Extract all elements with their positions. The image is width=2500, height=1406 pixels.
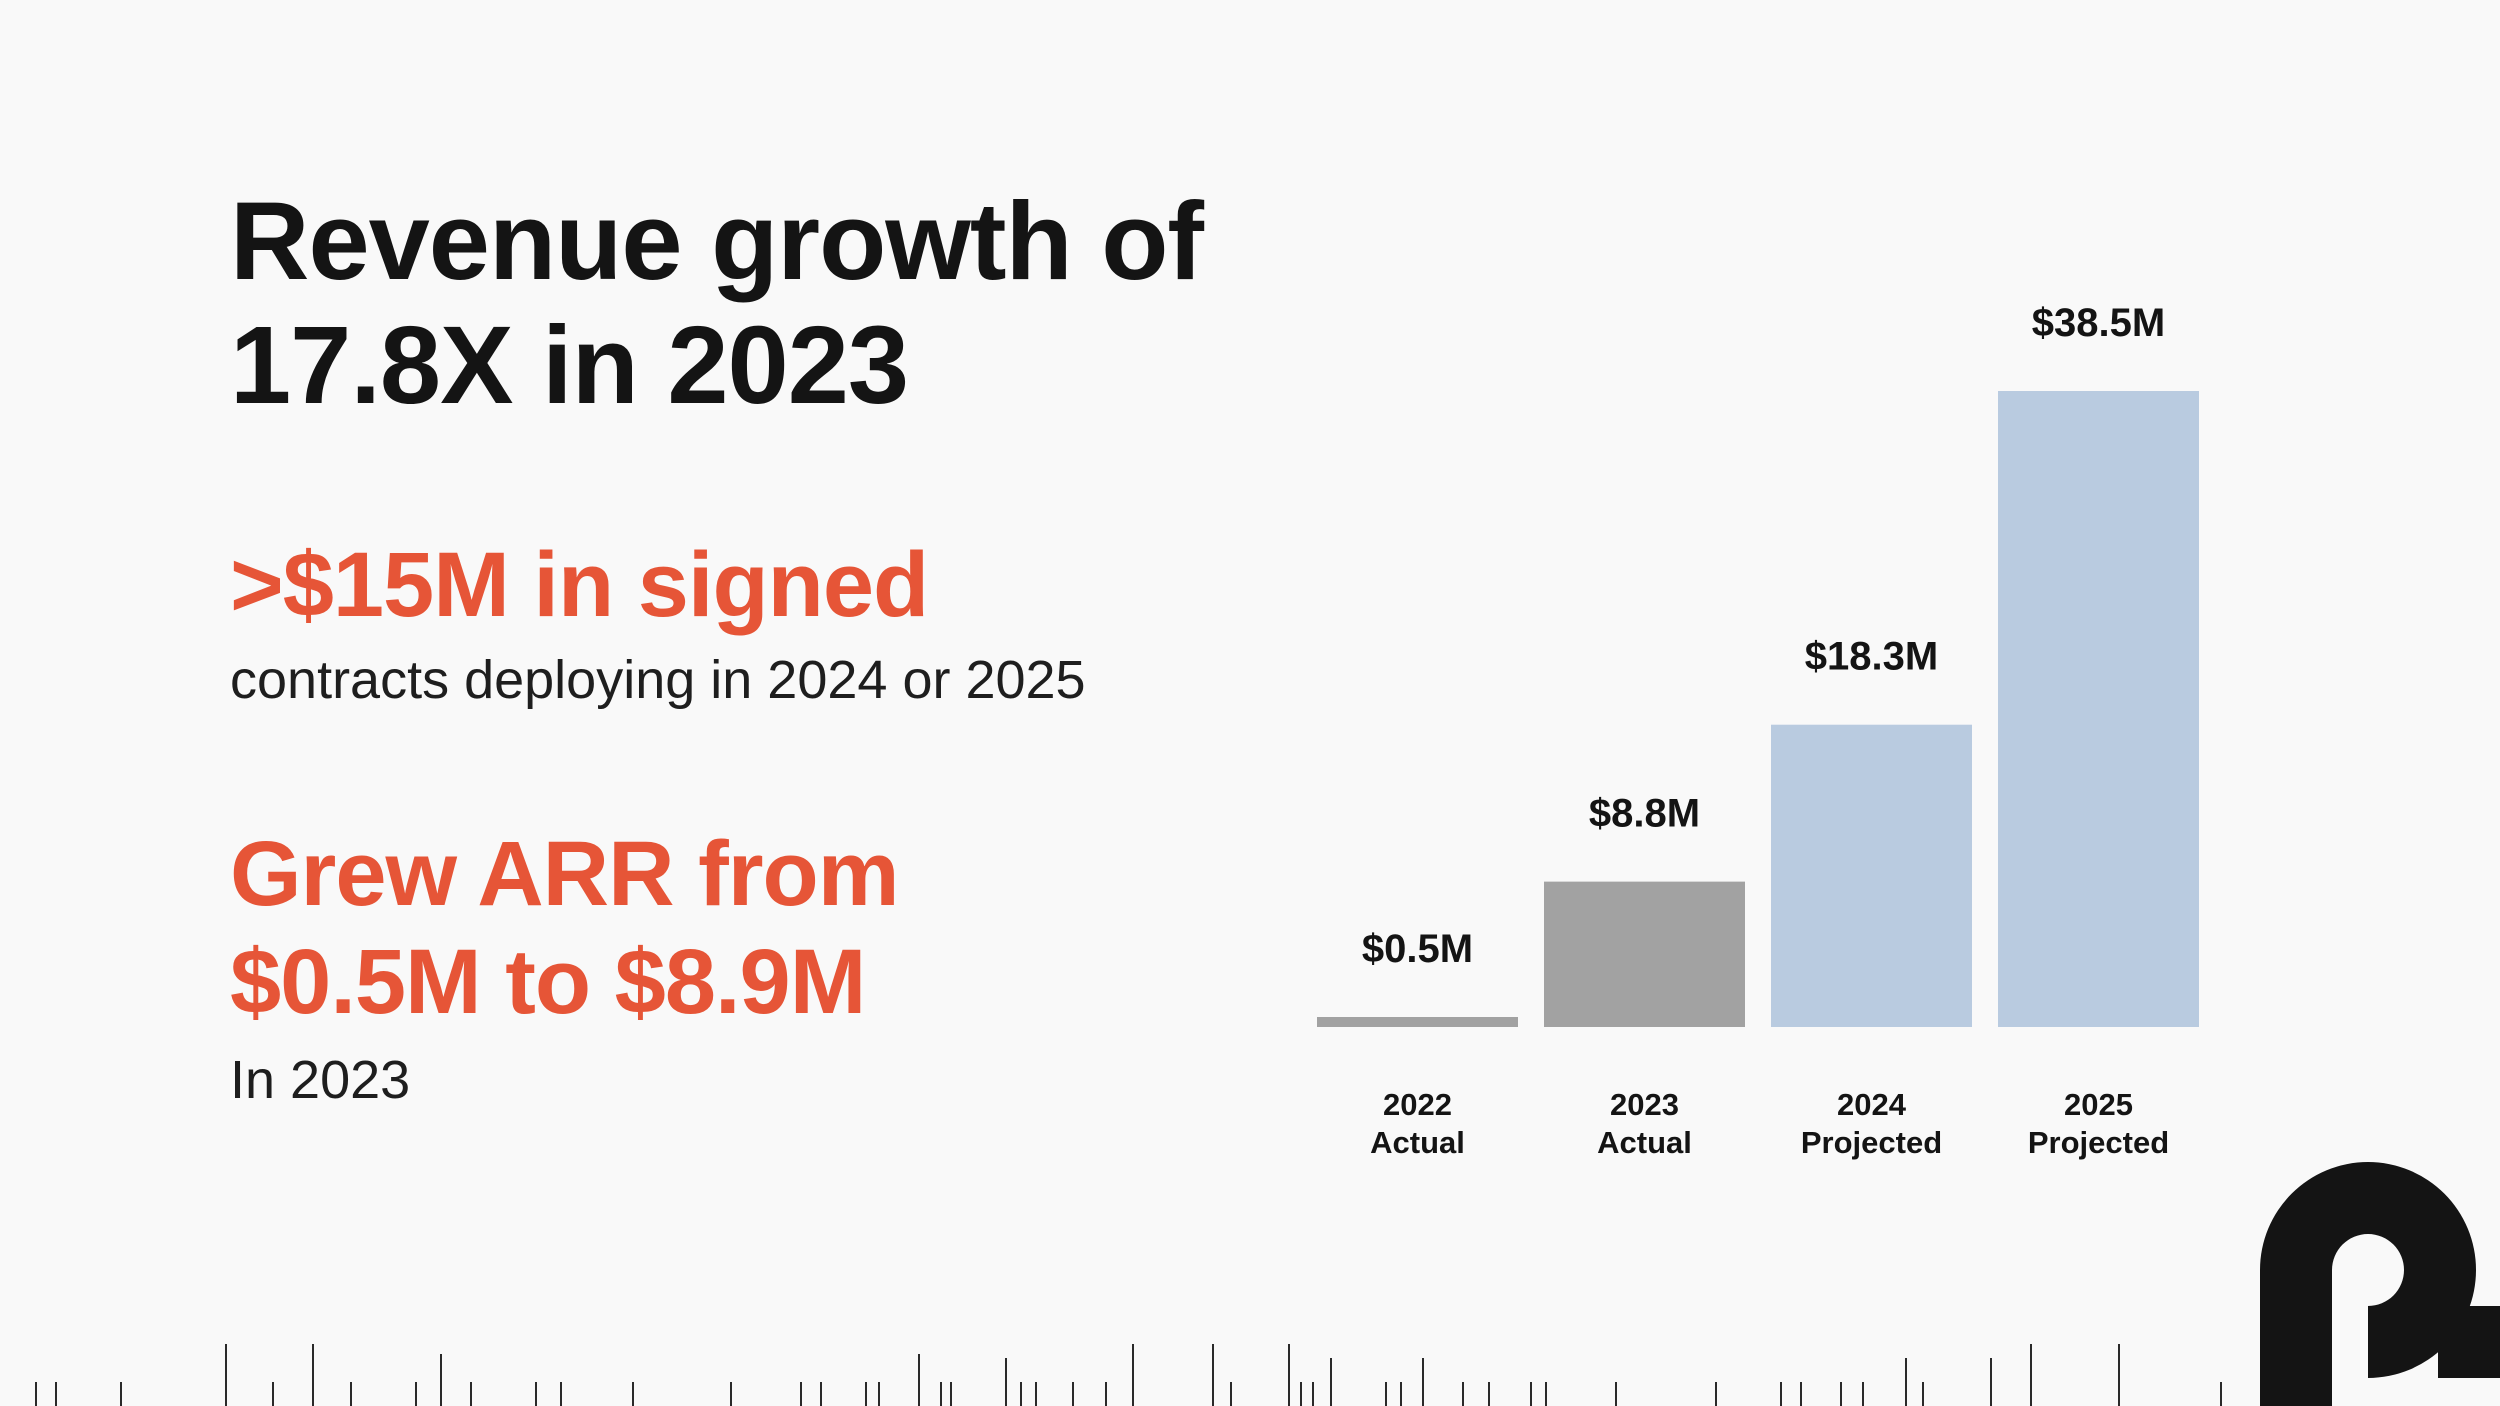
decorative-tick <box>1020 1382 1022 1406</box>
category-kind-label-2024: Projected <box>1801 1125 1942 1160</box>
decorative-tick <box>820 1382 822 1406</box>
decorative-tick <box>1615 1382 1617 1406</box>
decorative-tick <box>1715 1382 1717 1406</box>
decorative-tick <box>312 1344 314 1406</box>
decorative-tick <box>35 1382 37 1406</box>
decorative-tick <box>1330 1358 1332 1406</box>
slide-title: Revenue growth of 17.8X in 2023 <box>230 180 1330 428</box>
decorative-tick <box>2030 1344 2032 1406</box>
decorative-tick <box>1288 1344 1290 1406</box>
decorative-tick <box>1300 1382 1302 1406</box>
decorative-tick <box>1800 1382 1802 1406</box>
category-year-label-2023: 2023 <box>1610 1087 1679 1122</box>
decorative-tick <box>415 1382 417 1406</box>
decorative-tick <box>1400 1382 1402 1406</box>
arr-growth-subtext: In 2023 <box>230 1050 411 1110</box>
title-line-1: Revenue growth of <box>230 180 1204 303</box>
decorative-tick <box>1862 1382 1864 1406</box>
value-label-2023: $8.8M <box>1589 792 1700 836</box>
bar-2023 <box>1544 881 1745 1027</box>
decorative-tick <box>1462 1382 1464 1406</box>
decorative-tick <box>1840 1382 1842 1406</box>
bar-2022 <box>1317 1017 1518 1027</box>
decorative-tick <box>470 1382 472 1406</box>
decorative-tick <box>1780 1382 1782 1406</box>
category-year-label-2025: 2025 <box>2064 1087 2133 1122</box>
category-kind-label-2023: Actual <box>1597 1125 1692 1160</box>
category-year-label-2024: 2024 <box>1837 1087 1907 1122</box>
decorative-tick <box>1922 1382 1924 1406</box>
decorative-tick <box>1990 1358 1992 1406</box>
decorative-tick <box>1905 1358 1907 1406</box>
title-line-2: 17.8X in 2023 <box>230 304 909 427</box>
decorative-tick <box>730 1382 732 1406</box>
decorative-tick <box>940 1382 942 1406</box>
decorative-tick <box>918 1354 920 1406</box>
value-label-2024: $18.3M <box>1805 635 1938 679</box>
decorative-tick <box>865 1382 867 1406</box>
arr-growth-highlight: Grew ARR from $0.5M to $8.9M <box>230 820 1130 1036</box>
arr-growth-line-2: $0.5M to $8.9M <box>230 931 866 1033</box>
decorative-tick <box>1422 1358 1424 1406</box>
decorative-tick <box>1230 1382 1232 1406</box>
arr-growth-line-1: Grew ARR from <box>230 823 900 925</box>
decorative-tick <box>878 1382 880 1406</box>
decorative-tick <box>535 1382 537 1406</box>
bar-2025 <box>1998 391 2199 1027</box>
decorative-tick <box>350 1382 352 1406</box>
decorative-tick <box>225 1344 227 1406</box>
decorative-tick <box>2118 1344 2120 1406</box>
p-brand-logo-icon <box>2260 1162 2500 1406</box>
decorative-tick <box>1035 1382 1037 1406</box>
decorative-tick <box>1105 1382 1107 1406</box>
decorative-tick-strip <box>35 1344 2222 1406</box>
category-kind-label-2022: Actual <box>1370 1125 1465 1160</box>
category-year-label-2022: 2022 <box>1383 1087 1452 1122</box>
decorative-tick <box>2220 1382 2222 1406</box>
decorative-tick <box>1530 1382 1532 1406</box>
decorative-tick <box>1132 1344 1134 1406</box>
decorative-tick <box>560 1382 562 1406</box>
decorative-tick <box>55 1382 57 1406</box>
decorative-tick <box>272 1382 274 1406</box>
signed-contracts-subtext: contracts deploying in 2024 or 2025 <box>230 650 1086 710</box>
decorative-tick <box>1385 1382 1387 1406</box>
decorative-tick <box>440 1354 442 1406</box>
decorative-tick <box>1488 1382 1490 1406</box>
decorative-tick <box>800 1382 802 1406</box>
decorative-tick <box>632 1382 634 1406</box>
decorative-tick <box>1212 1344 1214 1406</box>
decorative-tick <box>1072 1382 1074 1406</box>
decorative-tick <box>950 1382 952 1406</box>
decorative-tick <box>1545 1382 1547 1406</box>
bar-2024 <box>1771 724 1972 1027</box>
decorative-tick <box>120 1382 122 1406</box>
category-kind-label-2025: Projected <box>2028 1125 2169 1160</box>
value-label-2025: $38.5M <box>2032 301 2165 345</box>
signed-contracts-highlight: >$15M in signed <box>230 534 929 636</box>
value-label-2022: $0.5M <box>1362 927 1473 971</box>
decorative-tick <box>1005 1358 1007 1406</box>
decorative-tick <box>1312 1382 1314 1406</box>
